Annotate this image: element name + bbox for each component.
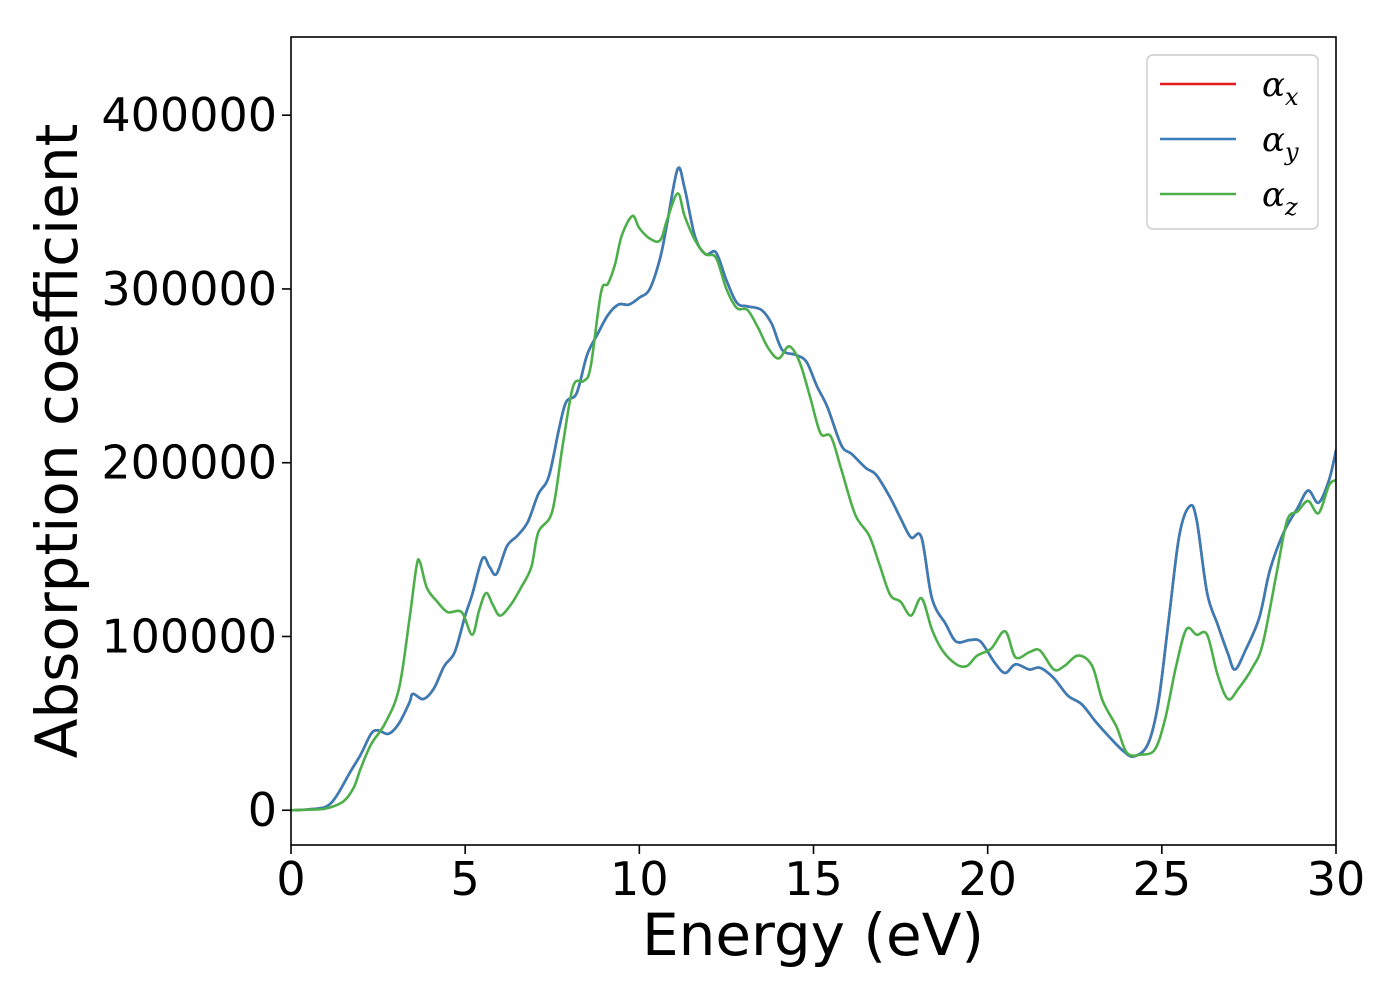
x-tick-label: 30 bbox=[1307, 852, 1366, 906]
y-tick-label: 100000 bbox=[101, 609, 277, 663]
legend-label-symbol: α bbox=[1262, 65, 1285, 105]
legend-box bbox=[1146, 54, 1319, 230]
legend-label-subscript: z bbox=[1284, 193, 1298, 221]
legend-label-alpha-x: αx bbox=[1262, 65, 1299, 111]
x-tick-label: 10 bbox=[610, 852, 669, 906]
y-tick-label: 200000 bbox=[101, 436, 277, 490]
x-axis-ticks: 0 5 10 15 20 25 30 bbox=[276, 845, 1365, 906]
legend-label-alpha-y: αy bbox=[1262, 120, 1299, 166]
legend-label-symbol: α bbox=[1262, 175, 1285, 215]
series-layer bbox=[291, 166, 1336, 812]
series-line-alpha-z bbox=[291, 192, 1336, 812]
x-tick-label: 25 bbox=[1133, 852, 1192, 906]
x-tick-label: 15 bbox=[784, 852, 843, 906]
y-tick-label: 300000 bbox=[101, 262, 277, 316]
legend-label-subscript: x bbox=[1285, 83, 1299, 111]
x-tick-label: 0 bbox=[276, 852, 305, 906]
y-axis-label: Absorption coefficient bbox=[23, 124, 91, 759]
legend-label-alpha-z: αz bbox=[1262, 175, 1298, 221]
legend-label-symbol: α bbox=[1262, 120, 1285, 160]
x-tick-label: 20 bbox=[958, 852, 1017, 906]
series-line-alpha-x bbox=[291, 166, 1336, 812]
x-axis-label: Energy (eV) bbox=[642, 901, 984, 969]
y-tick-label: 0 bbox=[248, 783, 277, 837]
legend-label-subscript: y bbox=[1284, 138, 1299, 166]
y-tick-label: 400000 bbox=[101, 88, 277, 142]
y-axis-ticks: 0 100000 200000 300000 400000 bbox=[101, 88, 291, 837]
series-line-alpha-y bbox=[291, 166, 1336, 812]
x-tick-label: 5 bbox=[451, 852, 480, 906]
